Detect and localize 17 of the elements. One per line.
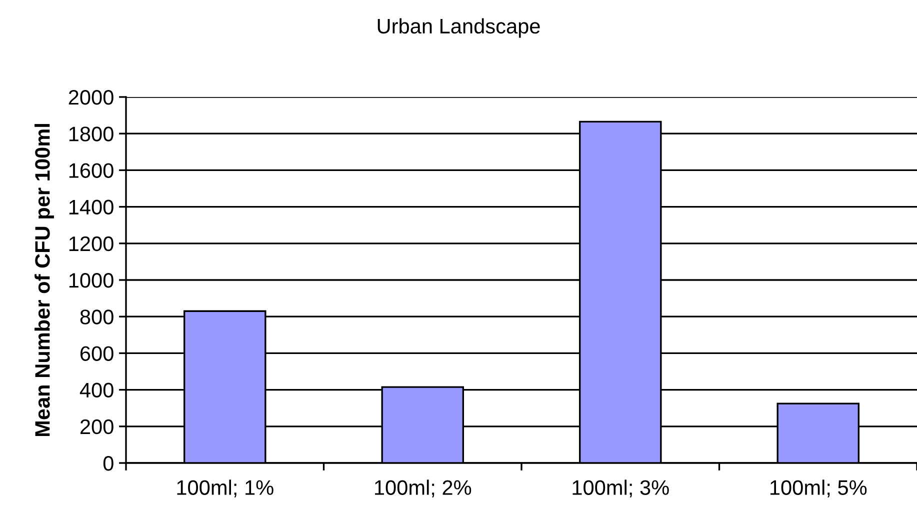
- y-tick-label: 1600: [69, 163, 114, 178]
- y-tick-label: 200: [80, 419, 114, 434]
- x-tick-label: 100ml; 5%: [770, 480, 867, 498]
- chart-title: Urban Landscape: [378, 18, 540, 38]
- x-tick-label: 100ml; 3%: [572, 480, 669, 498]
- y-tick-label: 0: [103, 456, 114, 471]
- y-tick-label: 1000: [69, 273, 114, 288]
- x-tick-label: 100ml; 1%: [177, 480, 274, 498]
- y-tick-label: 400: [80, 382, 114, 398]
- y-tick-label: 1400: [69, 200, 114, 215]
- y-tick-label: 2000: [68, 90, 114, 105]
- y-tick-label: 1800: [69, 126, 114, 142]
- x-tick-label: 100ml; 2%: [375, 480, 472, 498]
- y-tick-label: 600: [80, 346, 114, 361]
- y-tick-label: 1200: [69, 236, 114, 252]
- y-axis-title: Mean Number of CFU per 100ml: [34, 124, 54, 436]
- y-tick-label: 800: [80, 310, 114, 324]
